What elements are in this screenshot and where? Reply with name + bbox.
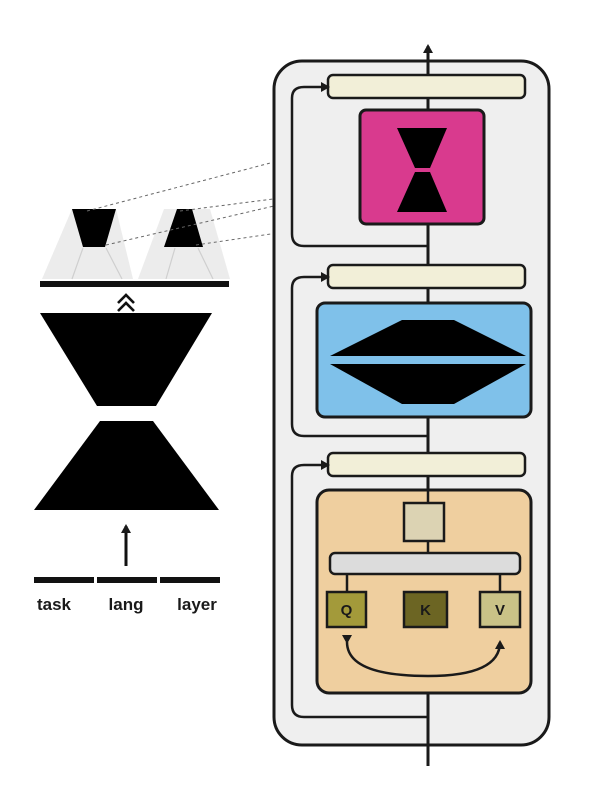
- feedforward-up-shape: [330, 320, 526, 356]
- residual-connection-bottom: [290, 460, 428, 719]
- adapter-up-projection: [397, 172, 447, 212]
- up-projection-shape: [164, 209, 203, 247]
- decoder-trapezoid: [40, 313, 212, 406]
- residual-connection-top: [290, 82, 428, 248]
- hypernetwork: task lang layer: [34, 127, 448, 614]
- key-box: [402, 590, 449, 629]
- query-label: Q: [341, 602, 353, 619]
- layer-embedding-bar: [160, 577, 220, 583]
- encoder-trapezoid: [34, 421, 219, 510]
- layer-norm-bottom: [326, 451, 527, 478]
- transformer-layer: Q K V: [272, 44, 551, 766]
- generated-params-bar: [40, 281, 229, 287]
- adapter-down-projection: [397, 128, 447, 168]
- task-label: task: [37, 595, 72, 614]
- layer-label: layer: [177, 595, 217, 614]
- feedforward-down-shape: [330, 364, 526, 404]
- qkv-input-curve: [341, 634, 505, 678]
- query-box: [325, 590, 368, 629]
- down-projection-shape: [72, 209, 116, 247]
- value-label: V: [495, 602, 505, 619]
- lang-label: lang: [109, 595, 144, 614]
- layer-norm-top: [326, 73, 527, 100]
- value-box: [478, 590, 522, 629]
- generated-adapter-shapes: [42, 209, 230, 280]
- residual-connection-middle: [290, 272, 428, 438]
- lang-embedding-bar: [97, 577, 157, 583]
- attention-concat-bar: [328, 551, 522, 576]
- double-chevron-up-icon: [117, 293, 135, 312]
- layer-norm-middle: [326, 263, 527, 290]
- key-label: K: [420, 602, 431, 619]
- task-embedding-bar: [34, 577, 94, 583]
- attention-output-projection: [402, 501, 446, 543]
